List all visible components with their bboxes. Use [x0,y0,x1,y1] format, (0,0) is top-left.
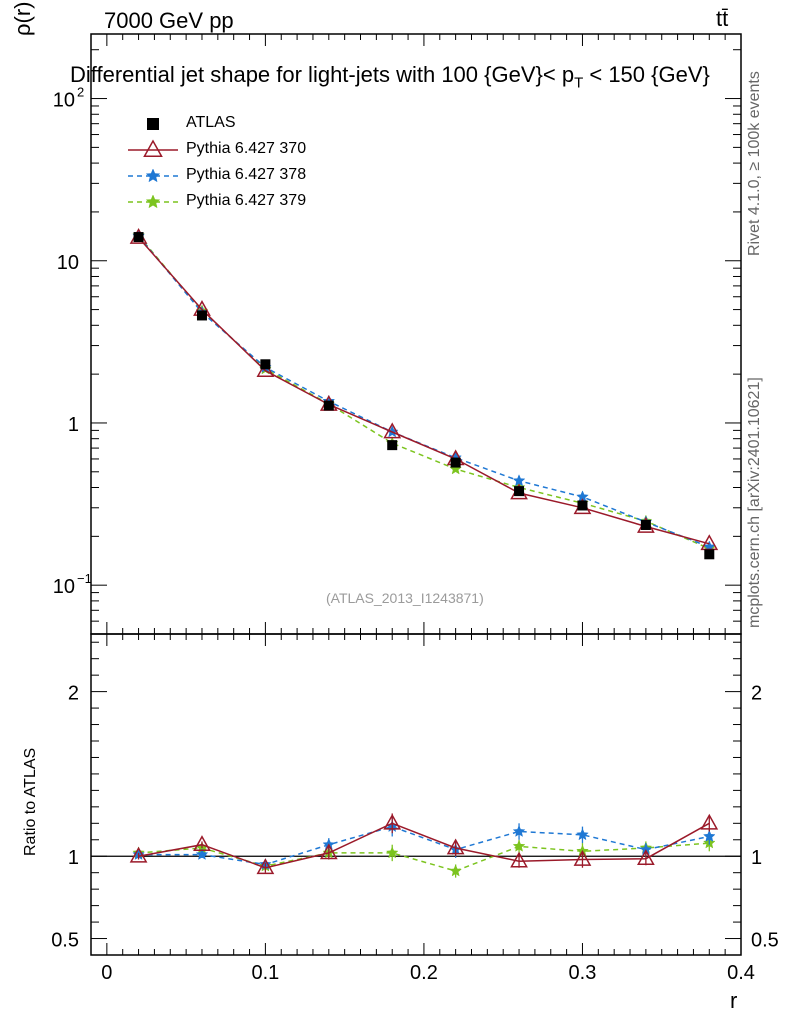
y-tick-exponent: −1 [77,571,92,586]
main-point-atlas [260,359,271,370]
ratio-tick-label-left: 2 [68,683,79,705]
ratio-tick-label-left: 0.5 [51,930,79,952]
main-point-atlas [640,519,651,530]
main-point-atlas [323,400,334,411]
ratio-point-pythia378 [512,824,526,837]
ratio-line-pythia379 [138,842,710,872]
legend-label-atlas: ATLAS [186,114,236,131]
ratio-line-pythia378 [138,825,710,866]
main-line-pythia370 [138,237,710,545]
mcplots-source-label: mcplots.cern.ch [arXiv:2401.10621] [746,377,763,628]
process-label: tt̄ [716,6,729,31]
chart-title: Differential jet shape for light-jets wi… [70,62,710,91]
collision-label: 7000 GeV pp [104,8,234,33]
ratio-point-pythia370 [319,843,338,860]
ratio-point-pythia370 [636,849,655,866]
series-pythia378 [132,229,716,553]
legend-label-pythia-379: Pythia 6.427 379 [186,192,307,209]
main-line-pythia379 [138,235,710,550]
ratio-tick-label-right: 1 [751,847,762,869]
ratio-panel: 0 0.1 0.2 0.3 0.4 0.5 0.5 1 1 2 2 [51,633,779,984]
ratio-series-pythia370 [129,813,719,875]
ratio-tick-label-left: 1 [68,847,79,869]
analysis-reference: (ATLAS_2013_I1243871) [326,590,484,606]
y-tick-label: 1 [68,414,79,436]
y-tick-exponent: 2 [77,85,84,100]
x-tick-label: 0.3 [569,962,597,984]
ratio-point-pythia378 [195,847,209,860]
main-point-atlas [133,232,144,243]
ratio-tick-label-right: 0.5 [751,930,779,952]
ratio-point-pythia370 [446,838,465,855]
ratio-point-pythia370 [383,813,402,830]
x-tick-label: 0.2 [410,962,438,984]
ratio-point-pythia378 [702,829,716,842]
x-tick-label: 0.1 [251,962,279,984]
x-axis-label: r [730,988,738,1013]
series-atlas [133,232,715,560]
ratio-point-pythia370 [573,849,592,866]
chart-title-subscript: T [574,74,584,92]
ratio-point-pythia370 [700,813,719,830]
ratio-point-pythia370 [256,858,275,875]
main-line-pythia378 [138,235,710,548]
data-marks [128,118,719,878]
series-pythia379 [132,228,716,555]
legend-marker-pythia370 [143,139,163,158]
x-tick-label: 0 [101,962,112,984]
ratio-y-axis-label: Ratio to ATLAS [22,747,39,856]
ratio-tick-label-right: 2 [751,683,762,705]
ratio-line-pythia370 [138,822,710,869]
ratio-point-pythia379 [512,839,526,852]
chart-title-tail: < 150 {GeV} [589,62,710,87]
chart-title-main: Differential jet shape for light-jets wi… [70,62,575,87]
legend-label-pythia-378: Pythia 6.427 378 [186,166,307,183]
ratio-point-pythia370 [193,835,211,852]
ratio-point-pythia379 [385,846,399,859]
main-point-pythia378 [512,474,526,487]
series-pythia370 [129,228,719,551]
ratio-point-pythia378 [576,828,589,841]
ratio-point-pythia379 [449,864,462,877]
legend-label-pythia-370: Pythia 6.427 370 [186,140,307,157]
main-point-atlas [387,440,398,451]
legend-marker-pythia378 [145,168,161,183]
y-axis-label: ρ(r) [10,1,35,37]
y-tick-label: 10 [53,90,75,112]
ratio-point-pythia370 [129,846,148,863]
main-point-atlas [577,500,588,511]
main-point-atlas [450,457,461,468]
ratio-frame [90,633,742,956]
legend [128,118,178,209]
main-point-pythia370 [383,422,402,439]
rivet-version-label: Rivet 4.1.0, ≥ 100k events [746,71,763,256]
main-point-atlas [704,549,715,560]
legend-marker-pythia379 [145,194,161,209]
x-tick-label: 0.4 [727,962,755,984]
main-point-atlas [196,310,207,321]
main-point-atlas [514,486,525,497]
y-tick-label: 10 [57,252,79,274]
y-tick-label: 10 [53,576,75,598]
main-point-pythia370 [256,361,275,378]
ratio-point-pythia370 [510,851,528,868]
legend-marker-atlas [147,118,159,130]
